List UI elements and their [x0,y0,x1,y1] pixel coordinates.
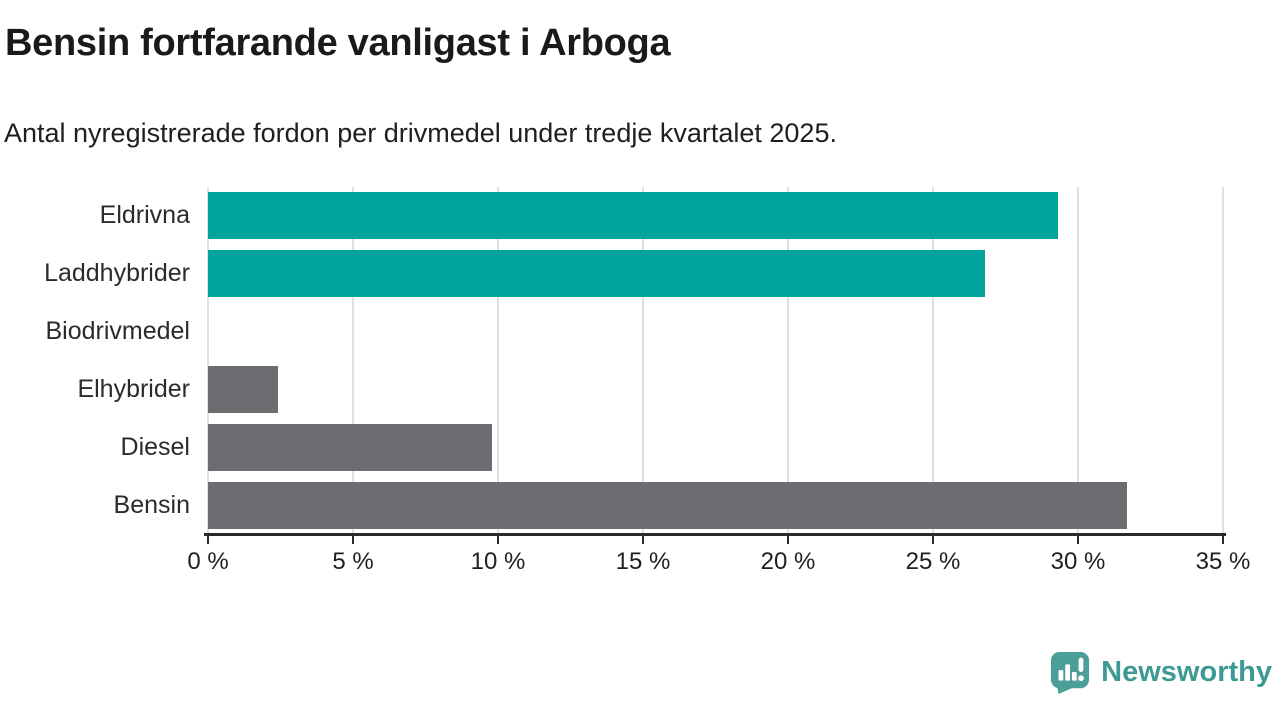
newsworthy-logo: Newsworthy [1049,649,1272,695]
gridline-5 [352,187,354,534]
tick-mark-10 [497,536,499,544]
tick-mark-35 [1222,536,1224,544]
newsworthy-logo-text: Newsworthy [1101,655,1272,688]
bar-chart: Eldrivna Laddhybrider Biodrivmedel Elhybrid… [0,187,1280,587]
bar-diesel [208,423,493,471]
x-axis-line [204,533,1226,536]
tick-label-15: 15 % [615,548,671,575]
gridline-35 [1222,187,1224,534]
chart-subtitle: Antal nyregistrerade fordon per drivmede… [4,118,837,148]
category-label: Eldrivna [99,201,190,230]
tick-label-20: 20 % [760,548,816,575]
chart-row-eldrivna: Eldrivna [0,187,1280,245]
tick-label-25: 25 % [905,548,961,575]
newsworthy-logo-icon [1051,651,1090,694]
tick-mark-0 [207,536,209,544]
bar-eldrivna [208,192,1058,240]
tick-label-10: 10 % [470,548,526,575]
chart-row-bensin: Bensin [0,476,1280,534]
gridline-15 [642,187,644,534]
chart-row-biodrivmedel: Biodrivmedel [0,303,1280,361]
tick-mark-5 [352,536,354,544]
bar-laddhybrider [208,250,986,298]
tick-mark-25 [932,536,934,544]
chart-row-laddhybrider: Laddhybrider [0,245,1280,303]
bar-bensin [208,481,1128,529]
tick-mark-30 [1077,536,1079,544]
bar-elhybrider [208,365,278,413]
tick-label-5: 5 % [332,548,374,575]
chart-title: Bensin fortfarande vanligast i Arboga [5,22,671,64]
tick-label-35: 35 % [1195,548,1251,575]
gridline-10 [497,187,499,534]
tick-mark-15 [642,536,644,544]
chart-row-diesel: Diesel [0,418,1280,476]
tick-mark-20 [787,536,789,544]
category-label: Diesel [120,432,190,461]
chart-row-elhybrider: Elhybrider [0,361,1280,419]
tick-label-30: 30 % [1050,548,1106,575]
category-label: Elhybrider [77,374,190,403]
gridline-25 [932,187,934,534]
tick-label-0: 0 % [187,548,229,575]
gridline-20 [787,187,789,534]
gridline-0 [207,187,209,534]
category-label: Bensin [113,490,190,519]
category-label: Laddhybrider [44,259,190,288]
category-label: Biodrivmedel [45,317,190,346]
gridline-30 [1077,187,1079,534]
